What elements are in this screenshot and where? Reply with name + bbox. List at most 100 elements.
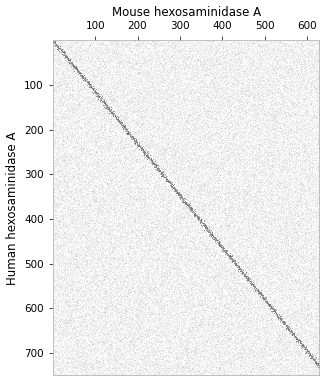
Point — [127, 88, 133, 94]
Point — [74, 371, 80, 377]
Point — [284, 134, 289, 140]
Point — [245, 337, 250, 343]
Point — [98, 346, 103, 352]
Point — [225, 205, 230, 211]
Point — [312, 323, 318, 330]
Point — [219, 100, 225, 106]
Point — [158, 214, 163, 220]
Point — [287, 282, 292, 288]
Point — [304, 311, 309, 317]
Point — [193, 285, 199, 291]
Point — [188, 175, 193, 181]
Point — [221, 302, 227, 308]
Point — [175, 114, 180, 120]
Point — [183, 187, 188, 193]
Point — [94, 297, 99, 303]
Point — [115, 274, 121, 280]
Point — [240, 239, 245, 245]
Point — [77, 145, 83, 151]
Point — [289, 200, 294, 206]
Point — [314, 60, 319, 66]
Point — [70, 75, 75, 81]
Point — [73, 359, 78, 365]
Point — [97, 143, 102, 149]
Point — [170, 298, 175, 304]
Point — [145, 90, 150, 96]
Point — [50, 107, 56, 113]
Point — [63, 363, 69, 369]
Point — [88, 250, 94, 256]
Point — [104, 105, 110, 111]
Point — [226, 360, 231, 366]
Point — [146, 148, 151, 154]
Point — [188, 127, 193, 133]
Point — [56, 255, 61, 261]
Point — [123, 138, 128, 144]
Point — [227, 187, 232, 193]
Point — [257, 334, 262, 340]
Point — [282, 109, 287, 115]
Point — [51, 272, 57, 279]
Point — [131, 90, 136, 96]
Point — [82, 110, 87, 116]
Point — [74, 252, 79, 258]
Point — [259, 170, 264, 176]
Point — [67, 46, 72, 52]
Point — [169, 46, 174, 53]
Point — [247, 327, 253, 333]
Point — [144, 183, 149, 189]
Point — [61, 76, 66, 82]
Point — [222, 227, 227, 233]
Point — [247, 242, 253, 248]
Point — [138, 336, 144, 342]
Point — [228, 168, 233, 174]
Point — [278, 268, 283, 274]
Point — [160, 145, 165, 151]
Point — [162, 170, 168, 176]
Point — [266, 43, 271, 49]
Point — [281, 143, 287, 149]
Point — [208, 156, 213, 162]
Point — [135, 287, 140, 293]
Point — [182, 319, 187, 325]
Point — [111, 366, 117, 372]
Point — [76, 355, 82, 361]
Point — [227, 37, 232, 43]
Point — [267, 326, 272, 332]
Point — [261, 117, 266, 123]
Point — [132, 77, 137, 83]
Point — [64, 147, 69, 153]
Point — [246, 287, 251, 293]
Point — [177, 149, 182, 155]
Point — [246, 214, 252, 220]
Point — [295, 200, 301, 206]
Point — [76, 302, 81, 308]
Point — [165, 320, 170, 326]
Point — [55, 124, 60, 130]
Point — [58, 214, 63, 220]
Point — [54, 236, 59, 242]
Point — [205, 357, 210, 363]
Point — [118, 237, 124, 243]
Point — [262, 112, 267, 118]
Point — [267, 170, 272, 176]
Point — [168, 54, 173, 61]
Point — [184, 351, 189, 357]
Point — [253, 259, 258, 265]
Point — [232, 301, 238, 307]
Point — [305, 208, 310, 215]
Point — [133, 305, 138, 311]
Point — [249, 106, 254, 112]
Point — [70, 81, 75, 87]
Point — [116, 169, 122, 175]
Point — [247, 116, 252, 122]
Point — [216, 311, 221, 317]
Point — [196, 99, 201, 105]
Point — [89, 365, 95, 371]
Point — [179, 351, 184, 357]
Point — [190, 319, 195, 325]
Point — [174, 240, 179, 246]
Point — [239, 207, 244, 213]
Point — [189, 346, 194, 352]
Point — [207, 84, 213, 90]
